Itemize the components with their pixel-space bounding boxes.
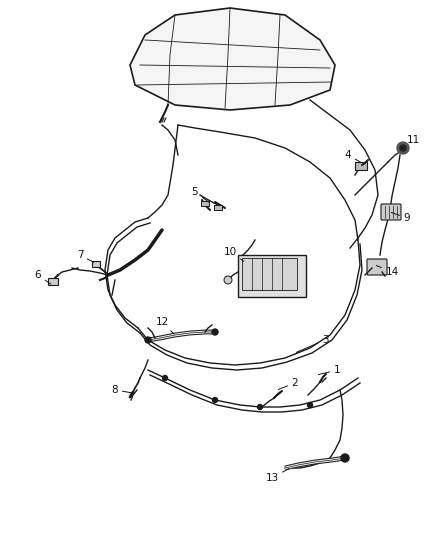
Circle shape [341, 454, 349, 462]
Text: 9: 9 [391, 213, 410, 223]
Text: 13: 13 [265, 469, 289, 483]
FancyBboxPatch shape [201, 201, 209, 206]
FancyBboxPatch shape [242, 258, 297, 290]
Circle shape [224, 276, 232, 284]
Text: 8: 8 [112, 385, 132, 395]
Text: 4: 4 [345, 150, 361, 163]
Circle shape [400, 145, 406, 151]
FancyBboxPatch shape [214, 205, 222, 210]
Text: 12: 12 [155, 317, 174, 334]
Circle shape [162, 376, 167, 381]
Circle shape [397, 142, 409, 154]
Polygon shape [130, 8, 335, 110]
FancyBboxPatch shape [381, 204, 401, 220]
FancyBboxPatch shape [238, 255, 306, 297]
Circle shape [212, 329, 218, 335]
Text: 5: 5 [192, 187, 209, 202]
Circle shape [212, 398, 218, 402]
FancyBboxPatch shape [92, 261, 100, 267]
FancyBboxPatch shape [48, 278, 58, 285]
Text: 6: 6 [35, 270, 51, 284]
Circle shape [145, 337, 151, 343]
FancyBboxPatch shape [367, 259, 387, 275]
FancyBboxPatch shape [355, 162, 367, 170]
Text: 1: 1 [318, 365, 340, 375]
Circle shape [307, 402, 312, 408]
Text: 10: 10 [223, 247, 244, 261]
Text: 11: 11 [402, 135, 420, 148]
Text: 14: 14 [376, 265, 399, 277]
Circle shape [258, 405, 262, 409]
Text: 3: 3 [296, 335, 328, 352]
Text: 2: 2 [278, 378, 298, 390]
Text: 7: 7 [77, 250, 94, 262]
